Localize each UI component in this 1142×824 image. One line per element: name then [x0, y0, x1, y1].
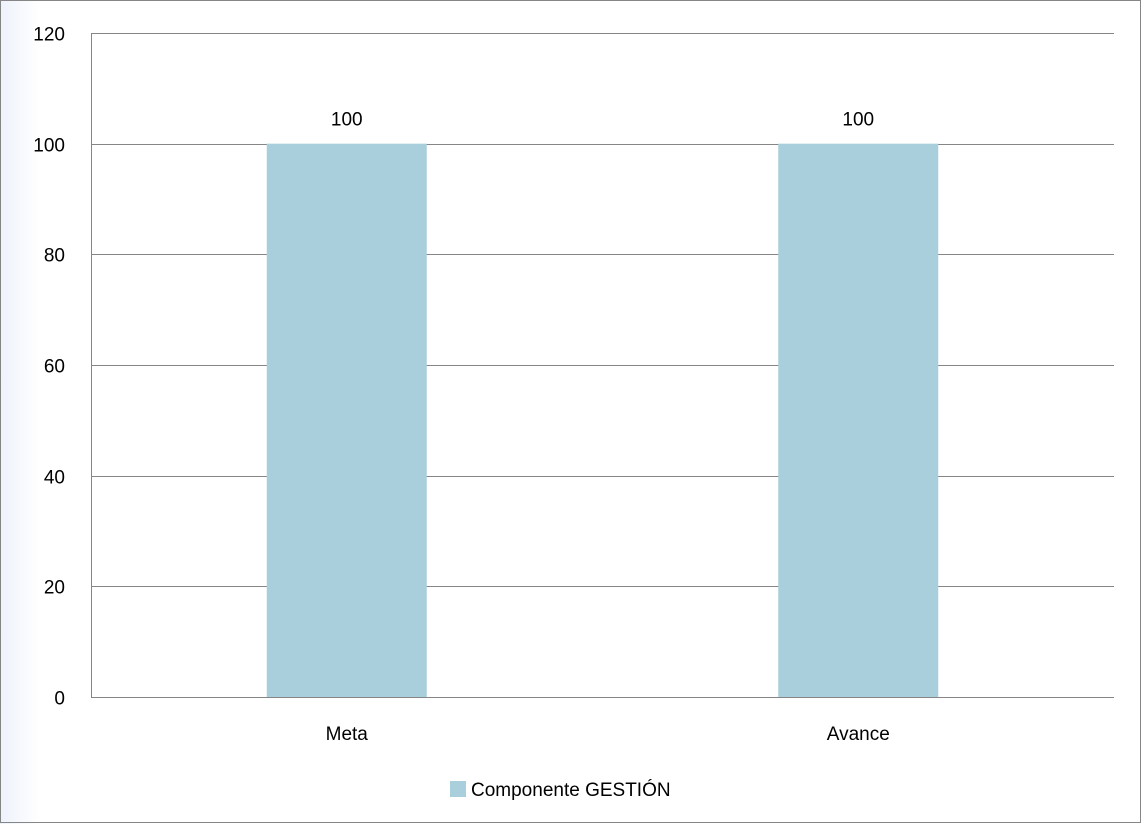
data-label: 100: [842, 110, 874, 131]
x-category-label: Avance: [827, 724, 890, 745]
y-tick-label: 120: [33, 25, 65, 46]
y-tick-label: 100: [33, 136, 65, 157]
bars: [266, 143, 939, 697]
data-label: 100: [331, 110, 363, 131]
x-axis-labels: Meta Avance: [326, 724, 890, 745]
data-labels: 100 100: [331, 110, 874, 131]
legend-swatch: [450, 781, 466, 797]
bar-meta: [266, 143, 427, 697]
legend-label: Componente GESTIÓN: [471, 779, 671, 801]
y-tick-label: 20: [44, 578, 65, 599]
y-tick-label: 80: [44, 246, 65, 267]
y-tick-label: 60: [44, 357, 65, 378]
y-tick-label: 40: [44, 468, 65, 489]
y-tick-label: 0: [54, 689, 65, 710]
gridlines: [91, 33, 1114, 698]
legend: Componente GESTIÓN: [450, 779, 671, 801]
bar-avance: [778, 143, 939, 697]
y-axis-ticks: 0 20 40 60 80 100 120: [33, 25, 65, 710]
x-category-label: Meta: [326, 724, 369, 745]
